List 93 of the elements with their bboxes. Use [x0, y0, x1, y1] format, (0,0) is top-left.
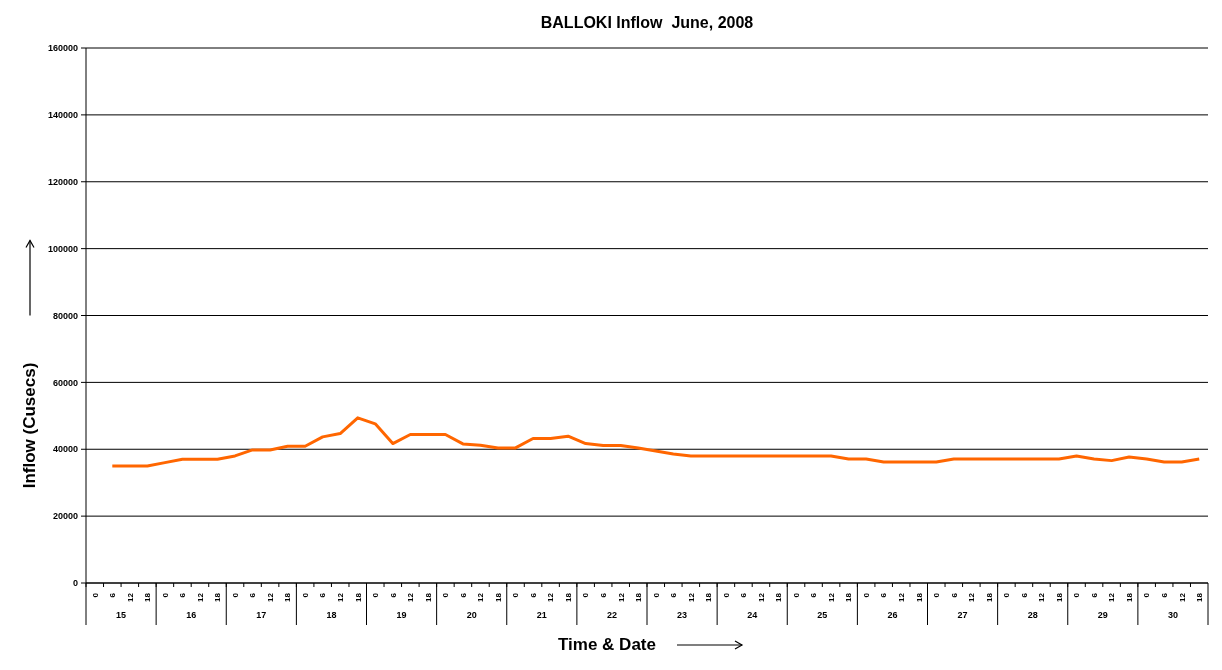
text: 23: [677, 610, 688, 620]
x-tick-label: 6: [318, 592, 328, 598]
x-tick-label: 12: [546, 592, 556, 602]
x-tick-label: 6: [528, 592, 538, 598]
text: 21: [536, 610, 547, 620]
x-tick-label: 18: [423, 592, 433, 602]
x-tick-label: 18: [984, 592, 994, 602]
x-tick-label: 6: [949, 592, 959, 598]
y-tick-label: 160000: [47, 43, 78, 54]
y-tick-label: 120000: [47, 176, 78, 187]
text: 16: [186, 610, 197, 620]
x-tick-label: 6: [598, 592, 608, 598]
y-tick-label: 0: [72, 578, 78, 589]
x-tick-label: 12: [897, 592, 906, 602]
x-tick-label: 0: [511, 592, 521, 598]
y-tick-label: 80000: [52, 310, 78, 321]
x-tick-label: 6: [1159, 592, 1169, 598]
x-tick-label: 18: [914, 592, 924, 602]
text: 17: [256, 610, 267, 620]
y-tick-label: 140000: [47, 110, 78, 121]
x-tick-label: 12: [476, 592, 486, 602]
x-tick-label: 18: [563, 592, 573, 602]
text: 18: [326, 610, 337, 620]
x-tick-label: 18: [353, 592, 363, 602]
x-tick-label: 12: [826, 592, 836, 602]
x-tick-label: 18: [493, 592, 503, 602]
x-tick-label: 12: [756, 592, 766, 602]
y-tick-label: 100000: [47, 243, 78, 254]
text: 24: [747, 610, 758, 620]
y-tick-label: 60000: [52, 377, 78, 388]
x-tick-label: 18: [774, 592, 784, 602]
x-tick-label: 0: [932, 592, 942, 598]
x-tick-label: 0: [581, 592, 591, 598]
x-tick-label: 6: [108, 592, 118, 598]
x-tick-label: 6: [739, 592, 749, 598]
x-tick-label: 0: [230, 592, 240, 598]
x-tick-label: 18: [283, 592, 293, 602]
x-tick-label: 18: [1195, 592, 1205, 602]
x-tick-label: 6: [1019, 592, 1029, 598]
x-tick-label: 18: [1054, 592, 1064, 602]
x-tick-label: 12: [406, 592, 416, 602]
x-tick-label: 18: [1124, 592, 1134, 602]
x-tick-label: 6: [388, 592, 398, 598]
x-tick-label: 0: [721, 592, 731, 598]
x-tick-label: 12: [616, 592, 626, 602]
text: 26: [887, 610, 898, 620]
x-tick-label: 12: [686, 592, 696, 602]
text: 20: [466, 610, 477, 620]
x-tick-label: 6: [458, 592, 468, 598]
x-tick-label: 12: [125, 592, 135, 602]
x-tick-label: 18: [143, 592, 153, 602]
x-tick-label: 18: [844, 592, 854, 602]
y-axis-title: Inflow (Cusecs): [20, 362, 39, 489]
x-tick-label: 0: [651, 592, 661, 598]
chart-title: BALLOKI Inflow June, 2008: [540, 14, 754, 31]
y-tick-label: 20000: [52, 511, 78, 522]
x-tick-label: 6: [669, 592, 679, 598]
x-tick-label: 0: [441, 592, 451, 598]
x-tick-label: 6: [1089, 592, 1099, 598]
x-tick-label: 0: [1072, 592, 1082, 598]
x-tick-label: 18: [213, 592, 223, 602]
text: 27: [957, 610, 968, 620]
x-tick-label: 0: [791, 592, 801, 598]
text: 28: [1027, 610, 1038, 620]
x-tick-label: 12: [1177, 592, 1187, 602]
x-tick-label: 12: [195, 592, 205, 602]
x-tick-label: 18: [704, 592, 714, 602]
x-tick-label: 6: [248, 592, 258, 598]
x-tick-label: 0: [300, 592, 310, 598]
text: 19: [396, 610, 407, 620]
x-tick-label: 18: [634, 592, 644, 602]
x-tick-label: 12: [1107, 592, 1117, 602]
x-tick-label: 0: [861, 592, 871, 598]
x-tick-label: 6: [809, 592, 819, 598]
x-tick-label: 0: [1142, 592, 1152, 598]
x-axis-title: Time & Date: [558, 635, 656, 654]
x-tick-label: 0: [160, 592, 170, 598]
x-tick-label: 0: [1002, 592, 1012, 598]
text: 30: [1167, 610, 1178, 620]
text: 29: [1097, 610, 1108, 620]
x-tick-label: 12: [967, 592, 977, 602]
x-tick-label: 12: [336, 592, 345, 602]
line-series: [110, 416, 1201, 468]
x-tick-label: 12: [265, 592, 275, 602]
x-tick-label: 6: [879, 592, 889, 598]
text: 22: [606, 610, 617, 620]
y-tick-label: 40000: [52, 444, 78, 455]
text: 25: [817, 610, 828, 620]
x-tick-label: 0: [371, 592, 381, 598]
text: 15: [116, 610, 127, 620]
x-tick-label: 0: [90, 592, 100, 598]
x-tick-label: 12: [1037, 592, 1047, 602]
x-tick-label: 6: [178, 592, 188, 598]
